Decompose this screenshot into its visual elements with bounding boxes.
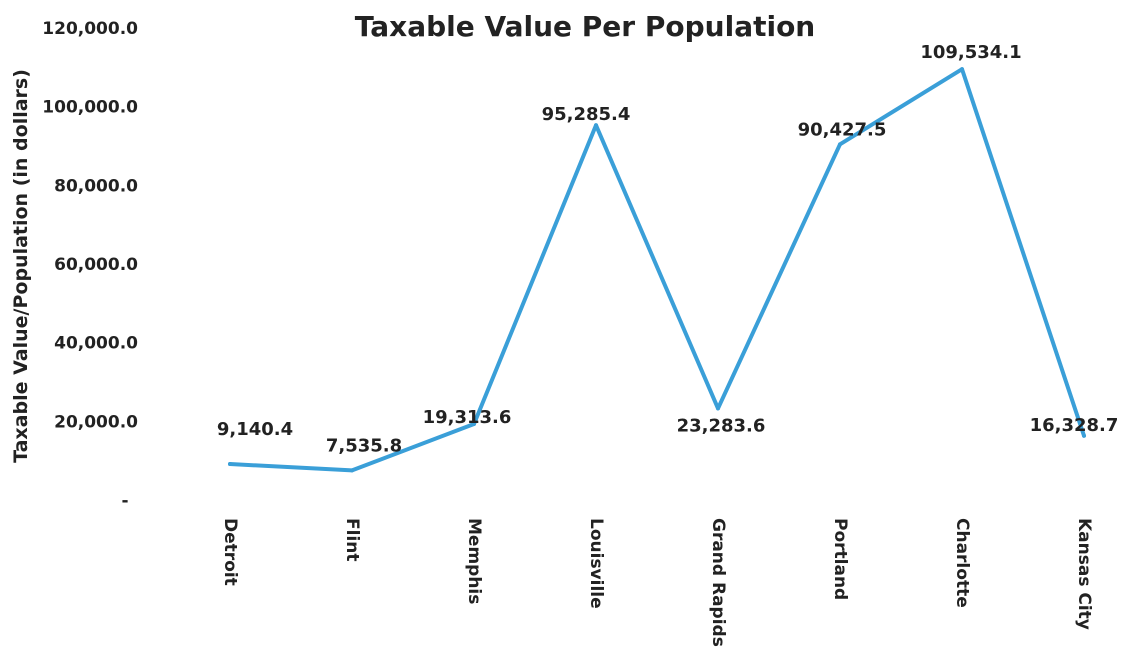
data-label: 16,328.7 xyxy=(1030,415,1119,436)
data-point xyxy=(716,406,720,411)
data-label: 109,534.1 xyxy=(920,42,1021,63)
y-tick-label: 80,000.0 xyxy=(54,176,138,196)
x-tick-label: Detroit xyxy=(220,518,240,586)
data-point xyxy=(228,462,232,467)
x-tick-label: Louisville xyxy=(586,518,606,609)
x-tick-label: Charlotte xyxy=(952,518,972,608)
data-point xyxy=(594,123,598,128)
data-label: 23,283.6 xyxy=(677,415,766,436)
data-point xyxy=(838,142,842,147)
y-tick-label: 120,000.0 xyxy=(42,19,138,39)
data-points xyxy=(228,67,1086,473)
data-label: 9,140.4 xyxy=(217,419,293,440)
y-tick-label: 100,000.0 xyxy=(42,98,138,118)
data-label: 95,285.4 xyxy=(542,104,631,125)
series-line xyxy=(228,67,1086,473)
x-tick-label: Memphis xyxy=(464,518,484,604)
x-axis-ticks: Detroit Flint Memphis Louisville Grand Rapid… xyxy=(220,518,1094,647)
y-tick-label: - xyxy=(121,491,128,511)
data-label: 7,535.8 xyxy=(326,435,402,456)
y-axis-ticks: - 20,000.0 40,000.0 60,000.0 80,000.0 100,000… xyxy=(42,19,138,511)
x-tick-label: Flint xyxy=(342,518,362,562)
y-axis-label: Taxable Value/Population (in dollars) xyxy=(10,69,32,463)
x-tick-label: Kansas City xyxy=(1074,518,1094,630)
x-tick-label: Portland xyxy=(830,518,850,600)
y-tick-label: 20,000.0 xyxy=(54,412,138,432)
data-label: 19,313.6 xyxy=(423,407,512,428)
x-tick-label: Grand Rapids xyxy=(708,518,728,647)
data-point xyxy=(472,422,476,427)
data-labels: 9,140.4 7,535.8 19,313.6 95,285.4 23,283.6 90… xyxy=(217,42,1119,456)
y-tick-label: 60,000.0 xyxy=(54,255,138,275)
data-point xyxy=(960,67,964,72)
y-tick-label: 40,000.0 xyxy=(54,334,138,354)
data-label: 90,427.5 xyxy=(798,119,887,140)
series-line-group xyxy=(228,67,1086,473)
data-point xyxy=(350,468,354,473)
data-point xyxy=(1082,433,1086,438)
chart-title: Taxable Value Per Population xyxy=(355,10,815,43)
